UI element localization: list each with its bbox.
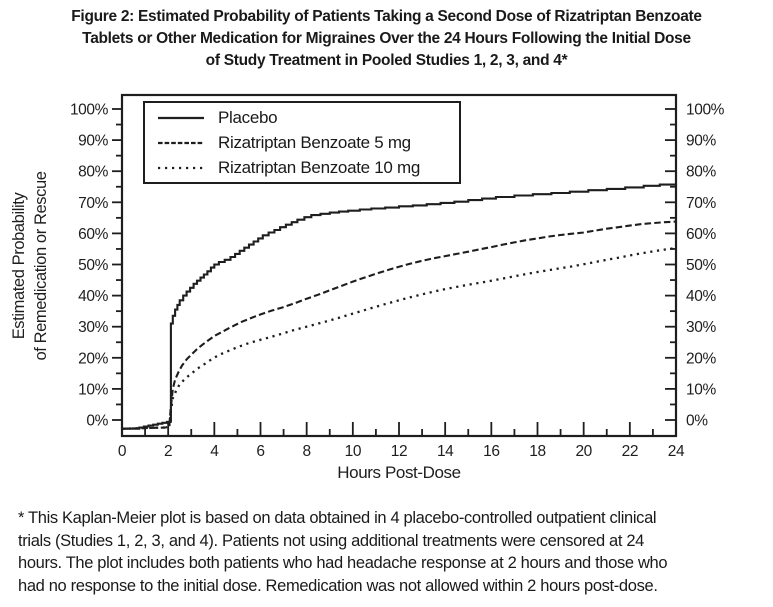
legend-item-rizatriptan-benzoate-10-mg: Rizatriptan Benzoate 10 mg [145,158,459,178]
y-tick-label-right: 70% [686,195,716,212]
figure-title-line-3: of Study Treatment in Pooled Studies 1, … [205,52,568,69]
x-tick-label: 10 [345,443,362,460]
x-tick-label: 22 [622,443,638,460]
footnote-line-4: had no response to the initial dose. Rem… [18,576,658,595]
legend-label: Placebo [218,107,278,127]
y-tick-label-left: 20% [78,350,108,367]
y-tick-label-right: 60% [686,226,716,243]
y-tick-label-right: 90% [686,133,716,150]
figure-title-line-1: Figure 2: Estimated Probability of Patie… [71,8,702,25]
x-tick-label: 16 [483,443,499,460]
y-tick-label-left: 40% [78,288,108,305]
y-tick-label-left: 0% [86,413,108,430]
legend-label: Rizatriptan Benzoate 10 mg [218,157,420,177]
footnote-line-3: hours. The plot includes both patients w… [18,554,668,572]
legend-item-rizatriptan-benzoate-5-mg: Rizatriptan Benzoate 5 mg [145,133,459,153]
x-tick-label: 2 [164,443,172,460]
x-tick-label: 24 [668,443,685,460]
y-tick-label-left: 60% [78,226,108,243]
y-tick-label-left: 80% [78,164,108,181]
y-tick-label-right: 10% [686,381,716,398]
y-tick-label-right: 20% [686,350,716,367]
legend-item-placebo: Placebo [145,108,459,128]
legend-label: Rizatriptan Benzoate 5 mg [218,132,411,152]
y-tick-label-left: 70% [78,195,108,212]
y-tick-label-left: 30% [78,319,108,336]
x-tick-label: 12 [391,443,407,460]
x-tick-label: 0 [118,443,127,460]
kaplan-meier-chart: 0% 0% 10% 10% 20% 20% 30% 30% 40% 40% 50% 50% 60% 60%… [10,93,725,483]
figure-title: Figure 2: Estimated Probability of Patie… [0,6,773,72]
y-tick-label-right: 100% [686,102,725,119]
x-tick-label: 4 [210,443,219,460]
x-axis-title: Hours Post-Dose [337,463,460,482]
legend-solid-line-icon [158,116,204,119]
legend-dashed-line-icon [158,141,204,144]
footnote: * This Kaplan-Meier plot is based on dat… [18,507,758,597]
figure-title-line-2: Tablets or Other Medication for Migraine… [82,30,691,47]
x-tick-label: 14 [437,443,454,460]
y-tick-label-left: 10% [78,381,108,398]
axis-ticks [112,108,677,436]
y-axis-title-line-1: Estimated Probability [10,192,28,340]
y-tick-label-left: 100% [70,102,109,119]
y-tick-label-right: 80% [686,164,716,181]
y-tick-label-right: 40% [686,288,716,305]
y-tick-label-right: 50% [686,257,716,274]
x-tick-label: 18 [529,443,545,460]
x-tick-label: 6 [256,443,264,460]
y-tick-label-left: 50% [78,257,108,274]
legend-dotted-line-icon [158,166,204,169]
footnote-line-1: * This Kaplan-Meier plot is based on dat… [18,509,657,527]
footnote-line-2: trials (Studies 1, 2, 3, and 4). Patient… [18,531,644,550]
legend: Placebo Rizatriptan Benzoate 5 mg Rizatrip… [143,101,461,184]
series-dotted-line [121,246,677,430]
series-dashed-line [121,220,677,430]
x-tick-label: 20 [575,443,592,460]
axis-tick-labels: 0% 0% 10% 10% 20% 20% 30% 30% 40% 40% 50% 50% 60% 60%… [10,102,725,483]
series-solid-line [122,183,678,430]
y-axis-title-line-2: of Remedication or Rescue [32,171,50,360]
y-tick-label-left: 90% [78,133,108,150]
x-tick-label: 8 [303,443,311,460]
y-tick-label-right: 0% [686,413,708,430]
y-tick-label-right: 30% [686,319,716,336]
